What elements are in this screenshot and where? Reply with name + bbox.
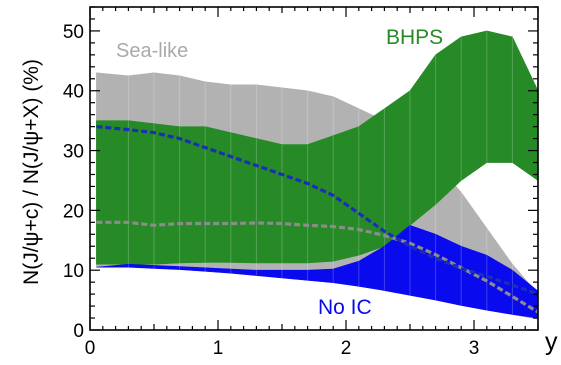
plot-area <box>96 30 538 320</box>
bhps-central-line <box>96 125 538 296</box>
x-axis-label: y <box>545 328 558 356</box>
x-tick-label: 0 <box>85 338 96 359</box>
x-tick-label: 3 <box>469 338 480 359</box>
y-tick-label: 50 <box>63 22 84 43</box>
y-tick-label: 40 <box>63 82 84 103</box>
y-tick-label: 20 <box>63 201 84 222</box>
plot-frame <box>89 6 539 331</box>
x-tick-label: 1 <box>213 338 224 359</box>
x-tick-label: 2 <box>341 338 352 359</box>
label-no-ic: No IC <box>318 296 372 319</box>
y-tick-label: 10 <box>63 261 84 282</box>
band-bhps <box>96 30 538 265</box>
label-sea-like: Sea-like <box>116 40 188 62</box>
y-tick-label: 30 <box>63 142 84 163</box>
label-bhps: BHPS <box>386 26 443 49</box>
y-tick-label: 0 <box>73 321 84 342</box>
y-axis-label: N(J/ψ+c) / N(J/ψ+X) (%) <box>20 59 43 285</box>
band-no-ic <box>96 224 538 319</box>
